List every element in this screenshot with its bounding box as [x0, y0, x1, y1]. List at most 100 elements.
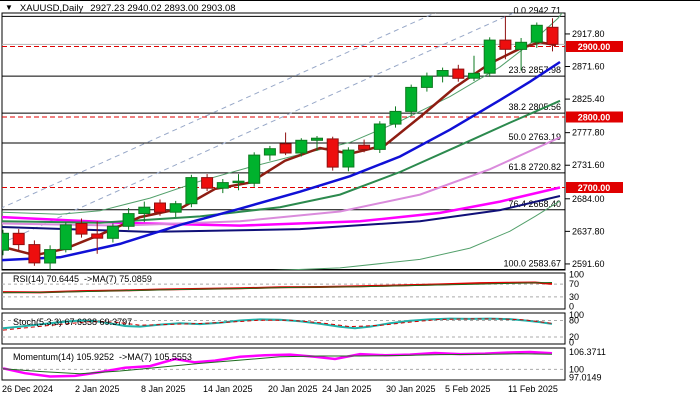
- price-level-badge: [566, 182, 623, 194]
- candle-body: [389, 110, 402, 125]
- candle-body: [28, 244, 41, 264]
- stoch-main-line: [2, 317, 553, 330]
- momentum-indicator-label: Momentum(14) 105.9252 ->MA(7) 105.5553: [13, 352, 192, 362]
- candle-body: [44, 249, 57, 264]
- stoch-scale-label: 80: [569, 316, 579, 326]
- momentum-scale-label: 100: [569, 364, 584, 374]
- price-tick-label: 2591.60: [572, 259, 605, 269]
- rsi-scale-label: 100: [569, 270, 584, 280]
- candle-body: [405, 86, 418, 112]
- fib-level-label: 100.0 2583.67: [503, 259, 561, 269]
- time-axis-label: 20 Jan 2025: [268, 384, 318, 394]
- time-axis-label: 2 Jan 2025: [75, 384, 120, 394]
- fib-level-label: 0.0 2942.71: [513, 5, 561, 15]
- price-tick-label: 2871.60: [572, 62, 605, 72]
- rsi-ma-line: [2, 282, 553, 294]
- rsi-scale-label: 0: [569, 302, 574, 312]
- time-axis-label: 8 Jan 2025: [141, 384, 186, 394]
- candle-body: [279, 143, 292, 154]
- ohlc-readout: 2927.23 2940.02 2893.00 2903.08: [90, 2, 236, 14]
- candle-body: [122, 213, 135, 227]
- price-tick-label: 2825.40: [572, 94, 605, 104]
- candle-body: [311, 137, 323, 141]
- rsi-indicator-label: RSI(14) 70.6445 ->MA(7) 75.0859: [13, 274, 152, 284]
- price-level-badge: [566, 111, 623, 123]
- trend-channel-line: [2, 13, 515, 244]
- momentum-scale-label: 97.0149: [569, 373, 602, 383]
- fib-level-label: 50.0 2763.19: [508, 132, 561, 142]
- time-axis-label: 5 Feb 2025: [445, 384, 491, 394]
- lower-band-line: [273, 200, 561, 270]
- rsi-scale-label: 70: [569, 279, 579, 289]
- title-bar: ▼ XAUUSD,Daily 2927.23 2940.02 2893.00 2…: [5, 2, 236, 14]
- momentum-scale-label: 106.3711: [569, 347, 606, 357]
- time-axis-label: 24 Jan 2025: [322, 384, 372, 394]
- candle-body: [59, 224, 72, 251]
- candle-body: [106, 225, 119, 239]
- price-tick-label: 2684.00: [572, 194, 605, 204]
- candle-body: [75, 223, 88, 235]
- candle-body: [2, 232, 9, 251]
- momentum-panel-frame: [1, 347, 566, 381]
- ma-navy-line: [2, 195, 561, 233]
- candle-body: [358, 144, 371, 150]
- candle-body: [138, 206, 151, 214]
- trend-channel-line: [2, 13, 436, 209]
- price-tick-label: 2777.80: [572, 128, 605, 138]
- stoch-scale-label: 0: [569, 338, 574, 348]
- candle-body: [436, 70, 449, 77]
- rsi-panel-frame: [1, 272, 566, 310]
- candle-body: [91, 233, 104, 239]
- candle-body: [201, 177, 214, 189]
- time-axis-label: 14 Jan 2025: [203, 384, 253, 394]
- symbol-title: XAUUSD,Daily: [19, 2, 84, 14]
- candle-body: [154, 202, 166, 213]
- price-level-badge-label: 2900.00: [578, 42, 611, 52]
- time-axis-label: 26 Dec 2024: [2, 384, 53, 394]
- candle-body: [169, 203, 182, 213]
- candle-body: [295, 139, 308, 154]
- price-level-badge: [566, 40, 623, 52]
- candle-body: [342, 149, 355, 168]
- ma-blue-line: [2, 60, 561, 262]
- fib-level-label: 76.4 2668.40: [508, 199, 561, 209]
- candle-body: [232, 180, 245, 184]
- rsi-scale-label: 30: [569, 292, 579, 302]
- stoch-scale-label: 20: [569, 332, 579, 342]
- candle-body: [420, 75, 433, 88]
- candle-body: [546, 26, 559, 45]
- price-tick-label: 2917.80: [572, 29, 605, 39]
- candle-body: [12, 232, 25, 246]
- candles: [2, 16, 559, 270]
- candle-body: [216, 182, 229, 189]
- fib-level-label: 23.6 2857.98: [508, 65, 561, 75]
- candle-body: [185, 177, 198, 205]
- candle-body: [326, 138, 339, 168]
- symbol-dropdown-icon[interactable]: ▼: [5, 3, 13, 12]
- ma-magenta-line: [2, 186, 561, 227]
- fib-level-label: 38.2 2805.56: [508, 102, 561, 112]
- momentum-ma-line: [2, 353, 553, 375]
- stoch-scale-label: 100: [569, 310, 584, 320]
- candle-body: [483, 39, 496, 74]
- price-level-badge-label: 2700.00: [578, 183, 611, 193]
- candle-body: [452, 68, 465, 79]
- candle-body: [248, 154, 261, 184]
- candle-body: [373, 123, 386, 150]
- stoch-panel-frame: [1, 312, 566, 345]
- candle-body: [530, 24, 543, 43]
- fib-level-label: 61.8 2720.82: [508, 162, 561, 172]
- time-axis-label: 30 Jan 2025: [386, 384, 436, 394]
- price-tick-label: 2637.80: [572, 226, 605, 236]
- candle-body: [468, 72, 480, 79]
- price-level-badge-label: 2800.00: [578, 112, 611, 122]
- candle-body: [263, 148, 276, 156]
- candle-body: [499, 39, 512, 50]
- candle-body: [515, 41, 528, 50]
- time-axis-label: 11 Feb 2025: [508, 384, 558, 394]
- stoch-indicator-label: Stoch(5,3,3) 67.6338 69.3797: [13, 317, 133, 327]
- stoch-signal-line: [2, 318, 553, 331]
- price-tick-label: 2731.60: [572, 160, 605, 170]
